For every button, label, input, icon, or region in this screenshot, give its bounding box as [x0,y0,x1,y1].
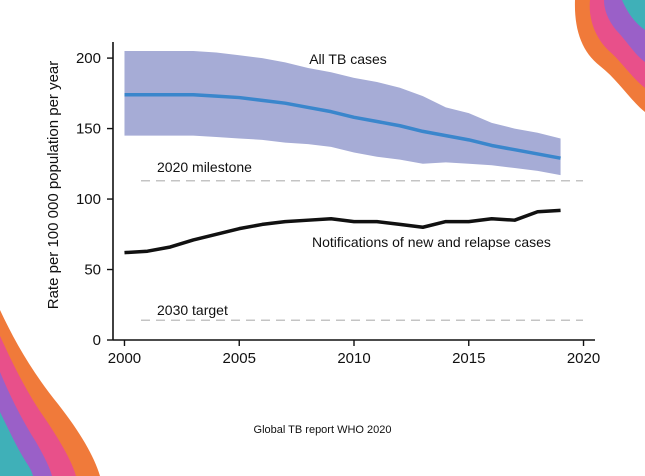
y-tick-label-100: 100 [76,191,101,208]
wave-teal-bottom [0,412,33,476]
annotations: All TB cases Notifications of new and rel… [157,51,551,318]
line-annotation: Notifications of new and relapse cases [312,234,551,250]
reference-lines [141,179,583,322]
wave-teal-top [622,0,645,30]
x-tick-label-2010: 2010 [337,350,370,367]
axes: 0 50 100 150 200 2000 2005 2010 2015 2020 [76,42,600,367]
y-tick-label-200: 200 [76,50,101,67]
notifications-line [124,208,561,255]
y-tick-label-0: 0 [93,332,101,349]
all-tb-central-line [124,92,561,160]
target-2030-label: 2030 target [157,302,228,318]
y-axis-label: Rate per 100 000 population per year [45,61,62,310]
milestone-2020-label: 2020 milestone [157,159,252,175]
notifications-series [124,208,561,255]
x-tick-label-2000: 2000 [108,350,141,367]
y-tick-label-150: 150 [76,121,101,138]
all-tb-cases-series [124,51,561,176]
x-tick-label-2005: 2005 [223,350,256,367]
band-annotation: All TB cases [309,51,387,67]
x-tick-label-2020: 2020 [567,350,600,367]
y-tick-label-50: 50 [84,262,101,279]
y-axis-label-group: Rate per 100 000 population per year [45,61,62,310]
source-caption: Global TB report WHO 2020 [253,424,392,436]
x-tick-label-2015: 2015 [452,350,485,367]
